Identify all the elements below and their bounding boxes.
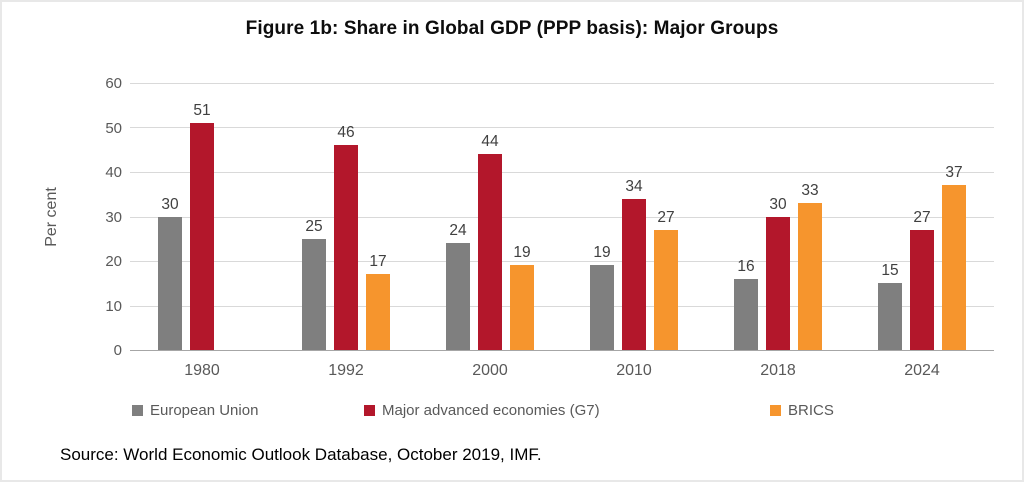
bar-slot: 46 <box>334 83 358 350</box>
bar-value-label: 24 <box>449 222 467 240</box>
x-axis-label: 2024 <box>904 362 940 379</box>
bar-value-label: 15 <box>881 262 899 280</box>
x-axis-label: 2010 <box>616 362 652 379</box>
x-axis-baseline <box>130 350 994 351</box>
bar-value-label: 27 <box>657 208 675 226</box>
legend-item: European Union <box>132 402 258 419</box>
bar-slot: 30 <box>766 83 790 350</box>
bar-value-label: 30 <box>769 195 787 213</box>
bar-slot: 17 <box>366 83 390 350</box>
x-axis-label: 1992 <box>328 362 364 379</box>
legend-label: BRICS <box>788 402 834 419</box>
bar <box>910 229 934 350</box>
bar-value-label: 16 <box>737 257 755 275</box>
bar-value-label: 46 <box>337 124 355 142</box>
source-note: Source: World Economic Outlook Database,… <box>60 445 542 464</box>
gridline <box>130 127 994 129</box>
chart-title: Figure 1b: Share in Global GDP (PPP basi… <box>245 18 779 39</box>
gridline <box>130 216 994 218</box>
bar-slot: 27 <box>654 83 678 350</box>
bar <box>622 198 646 350</box>
bar <box>734 278 758 350</box>
bar-group-1980: 30 51 <box>157 83 246 350</box>
y-tick-label: 60 <box>105 75 122 92</box>
y-axis-title: Per cent <box>43 187 60 247</box>
bar-slot: 16 <box>734 83 758 350</box>
bar <box>334 145 358 350</box>
legend-marker-icon <box>364 405 375 416</box>
legend-label: European Union <box>150 402 259 419</box>
bar <box>157 216 182 350</box>
bar-slot: 30 <box>157 83 182 350</box>
bar-slot: 25 <box>302 83 326 350</box>
bar-value-label: 19 <box>593 244 611 262</box>
x-axis-labels: 1980 1992 2000 2010 2018 2024 <box>130 362 994 384</box>
bar-slot: 51 <box>189 83 214 350</box>
bar <box>798 203 822 350</box>
bar <box>302 238 326 350</box>
gridline <box>130 305 994 307</box>
y-tick-label: 10 <box>105 297 122 315</box>
bar-group-2000: 24 44 19 <box>446 83 534 350</box>
bar <box>766 216 790 350</box>
bar <box>878 283 902 350</box>
bar-value-label: 37 <box>945 164 963 182</box>
legend: European Union Major advanced economies (… <box>2 402 1022 422</box>
bar <box>366 274 390 350</box>
x-axis-label: 2018 <box>760 362 796 379</box>
legend-item: BRICS <box>770 402 834 419</box>
bar-slot: 19 <box>590 83 614 350</box>
plot-area: 30 51 25 46 17 24 44 19 19 34 27 16 30 33 15 27 37 <box>130 83 994 351</box>
y-axis-tick-labels: 0 10 20 30 40 50 60 <box>72 75 122 359</box>
bar <box>189 123 214 350</box>
bar-slot <box>222 83 246 350</box>
bar-slot: 19 <box>510 83 534 350</box>
y-tick-label: 40 <box>105 164 122 181</box>
bar-slot: 27 <box>910 83 934 350</box>
bar-value-label: 17 <box>369 253 387 271</box>
bar-group-2018: 16 30 33 <box>734 83 822 350</box>
bar-value-label: 30 <box>161 195 179 213</box>
bar-value-label: 33 <box>801 182 819 200</box>
y-tick-label: 20 <box>105 253 122 270</box>
bar-slot: 44 <box>478 83 502 350</box>
bar-value-label: 19 <box>513 244 531 262</box>
legend-label: Major advanced economies (G7) <box>382 402 600 419</box>
y-tick-label: 0 <box>113 342 122 359</box>
bar <box>942 185 966 350</box>
bar <box>654 229 678 350</box>
x-axis-label: 1980 <box>184 362 220 379</box>
bar-slot: 24 <box>446 83 470 350</box>
x-axis-label: 2000 <box>472 362 508 379</box>
bar-value-label: 51 <box>193 102 211 120</box>
bar-slot: 15 <box>878 83 902 350</box>
legend-item: Major advanced economies (G7) <box>364 402 600 419</box>
bar <box>446 243 470 350</box>
legend-marker-icon <box>132 405 143 416</box>
bar-value-label: 27 <box>913 208 931 226</box>
gridline <box>130 171 994 173</box>
bar-slot: 34 <box>622 83 646 350</box>
legend-marker-icon <box>770 405 781 416</box>
bar-value-label: 25 <box>305 217 323 235</box>
bar <box>510 265 534 350</box>
y-tick-label: 30 <box>105 208 122 226</box>
bar <box>590 265 614 350</box>
bar <box>478 154 502 350</box>
y-tick-label: 50 <box>105 119 122 137</box>
bar-group-1992: 25 46 17 <box>302 83 390 350</box>
gridline <box>130 83 994 84</box>
gridline <box>130 260 994 262</box>
bar-group-2024: 15 27 37 <box>878 83 966 350</box>
bar-value-label: 44 <box>481 133 499 151</box>
bar-value-label: 34 <box>625 177 643 195</box>
bar-slot: 37 <box>942 83 966 350</box>
bar-slot: 33 <box>798 83 822 350</box>
bar-group-2010: 19 34 27 <box>590 83 678 350</box>
